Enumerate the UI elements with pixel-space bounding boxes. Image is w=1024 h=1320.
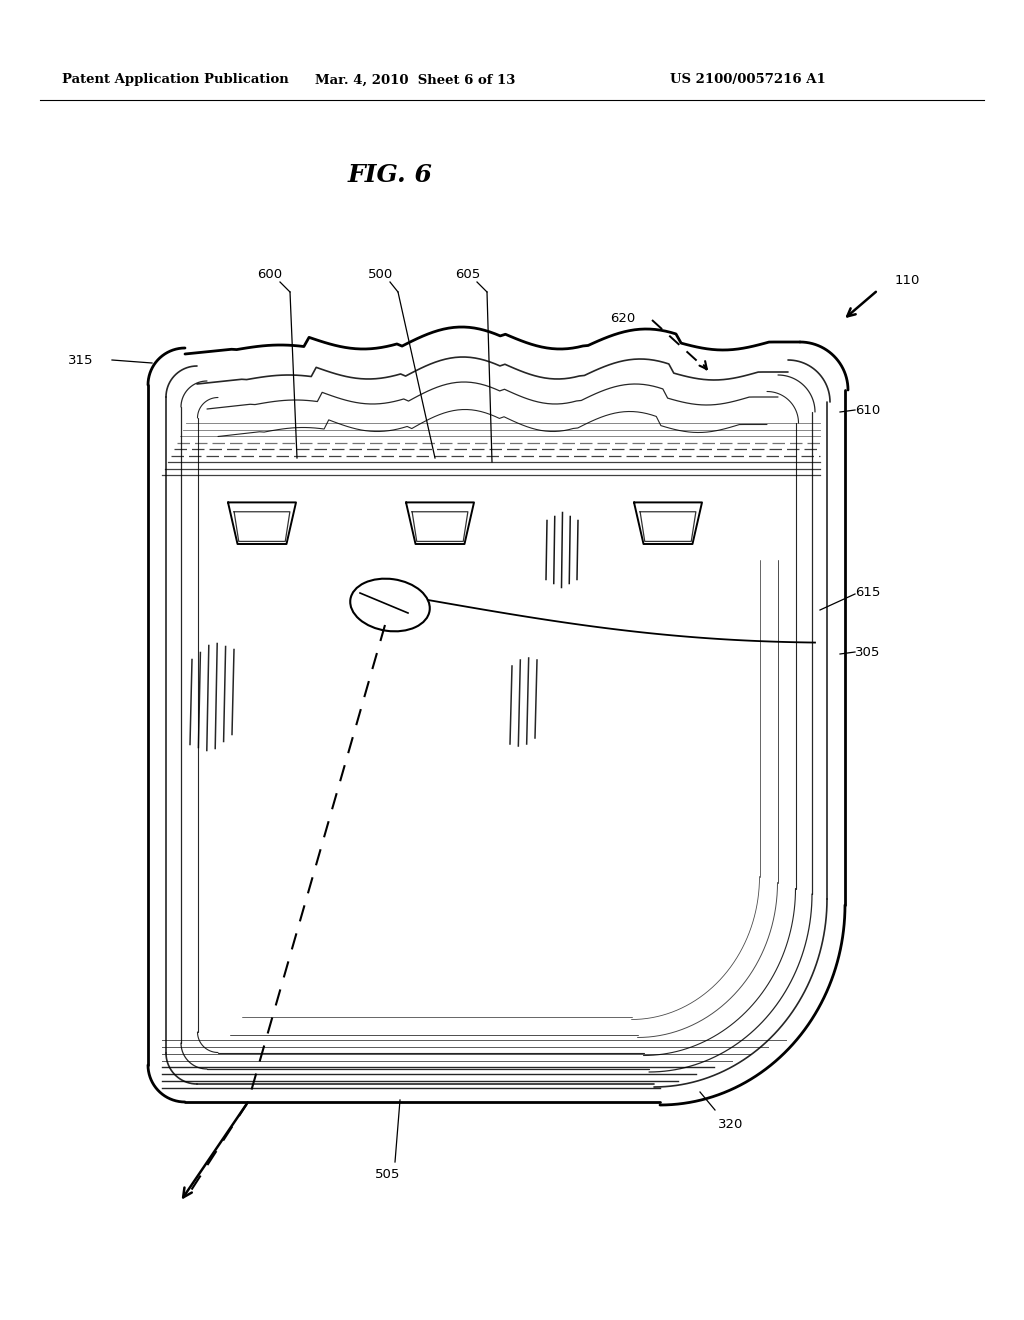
Text: Patent Application Publication: Patent Application Publication [62, 74, 289, 87]
Text: 315: 315 [68, 354, 93, 367]
Text: 305: 305 [855, 645, 881, 659]
Text: US 2100/0057216 A1: US 2100/0057216 A1 [670, 74, 825, 87]
Text: Mar. 4, 2010  Sheet 6 of 13: Mar. 4, 2010 Sheet 6 of 13 [314, 74, 515, 87]
Text: 605: 605 [455, 268, 480, 281]
Text: 610: 610 [855, 404, 881, 417]
Text: 620: 620 [610, 312, 635, 325]
Text: 505: 505 [375, 1168, 400, 1181]
Text: 110: 110 [895, 273, 921, 286]
Text: 600: 600 [257, 268, 283, 281]
Text: 320: 320 [718, 1118, 743, 1131]
Text: 615: 615 [855, 586, 881, 598]
Text: 500: 500 [368, 268, 393, 281]
Text: FIG. 6: FIG. 6 [347, 162, 432, 187]
